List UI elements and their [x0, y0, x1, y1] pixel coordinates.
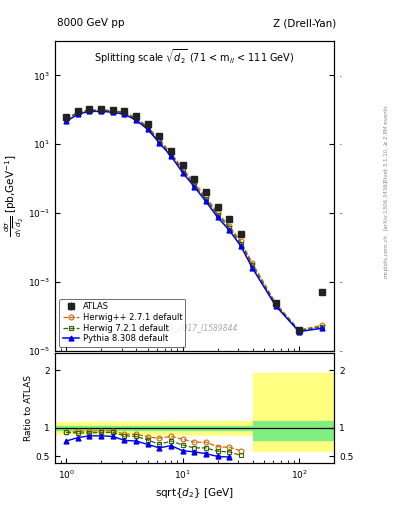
Herwig++ 2.7.1 default — [192, 180, 196, 186]
Pythia 8.308 default — [227, 227, 231, 233]
Herwig 7.2.1 default — [297, 328, 301, 334]
Herwig 7.2.1 default — [227, 224, 231, 230]
Herwig++ 2.7.1 default — [169, 150, 173, 156]
Herwig 7.2.1 default — [180, 167, 185, 174]
Text: Z (Drell-Yan): Z (Drell-Yan) — [273, 18, 336, 28]
Herwig 7.2.1 default — [215, 212, 220, 218]
Text: ATLAS_2017_I1589844: ATLAS_2017_I1589844 — [151, 323, 238, 332]
Herwig++ 2.7.1 default — [122, 109, 127, 115]
Herwig 7.2.1 default — [145, 125, 150, 131]
Herwig 7.2.1 default — [204, 196, 208, 202]
Herwig 7.2.1 default — [110, 108, 115, 114]
Line: Herwig 7.2.1 default: Herwig 7.2.1 default — [64, 108, 325, 333]
Pythia 8.308 default — [99, 109, 104, 115]
Pythia 8.308 default — [157, 140, 162, 146]
Pythia 8.308 default — [239, 243, 243, 249]
Herwig 7.2.1 default — [192, 182, 196, 188]
Line: Pythia 8.308 default: Pythia 8.308 default — [64, 109, 325, 334]
Pythia 8.308 default — [75, 111, 80, 117]
Herwig++ 2.7.1 default — [274, 300, 278, 306]
Y-axis label: $\frac{d\sigma}{d\sqrt{d_2}}$ [pb,GeV$^{-1}$]: $\frac{d\sigma}{d\sqrt{d_2}}$ [pb,GeV$^{… — [3, 155, 26, 237]
Herwig 7.2.1 default — [250, 262, 255, 268]
Herwig 7.2.1 default — [122, 110, 127, 116]
Herwig++ 2.7.1 default — [320, 322, 325, 328]
Pythia 8.308 default — [250, 265, 255, 271]
Pythia 8.308 default — [180, 169, 185, 176]
Herwig++ 2.7.1 default — [239, 238, 243, 244]
Pythia 8.308 default — [145, 126, 150, 133]
Herwig++ 2.7.1 default — [64, 116, 69, 122]
Herwig++ 2.7.1 default — [204, 194, 208, 200]
Herwig 7.2.1 default — [99, 107, 104, 113]
Legend: ATLAS, Herwig++ 2.7.1 default, Herwig 7.2.1 default, Pythia 8.308 default: ATLAS, Herwig++ 2.7.1 default, Herwig 7.… — [59, 299, 185, 347]
Text: [arXiv:1306.3436]: [arXiv:1306.3436] — [383, 180, 388, 230]
Y-axis label: Ratio to ATLAS: Ratio to ATLAS — [24, 375, 33, 441]
Herwig++ 2.7.1 default — [75, 109, 80, 115]
Herwig++ 2.7.1 default — [215, 210, 220, 216]
Herwig++ 2.7.1 default — [157, 136, 162, 142]
Pythia 8.308 default — [110, 109, 115, 115]
Pythia 8.308 default — [297, 329, 301, 335]
Herwig 7.2.1 default — [169, 152, 173, 158]
Herwig++ 2.7.1 default — [297, 327, 301, 333]
Pythia 8.308 default — [192, 184, 196, 190]
Herwig++ 2.7.1 default — [87, 107, 92, 113]
Pythia 8.308 default — [320, 325, 325, 331]
Herwig 7.2.1 default — [320, 324, 325, 330]
Pythia 8.308 default — [87, 109, 92, 115]
Herwig++ 2.7.1 default — [99, 106, 104, 113]
Herwig 7.2.1 default — [274, 302, 278, 308]
Herwig 7.2.1 default — [134, 116, 138, 122]
Herwig 7.2.1 default — [75, 110, 80, 116]
Text: mcplots.cern.ch: mcplots.cern.ch — [383, 234, 388, 278]
Text: Rivet 3.1.10, ≥ 2.8M events: Rivet 3.1.10, ≥ 2.8M events — [383, 105, 388, 182]
Pythia 8.308 default — [122, 111, 127, 117]
Herwig++ 2.7.1 default — [145, 124, 150, 130]
Herwig++ 2.7.1 default — [227, 223, 231, 229]
Pythia 8.308 default — [215, 215, 220, 221]
Herwig 7.2.1 default — [87, 108, 92, 114]
Herwig++ 2.7.1 default — [134, 115, 138, 121]
Herwig 7.2.1 default — [157, 138, 162, 144]
Herwig++ 2.7.1 default — [180, 165, 185, 172]
Pythia 8.308 default — [274, 303, 278, 309]
Text: Splitting scale $\sqrt{d_2}$ (71 < m$_{ll}$ < 111 GeV): Splitting scale $\sqrt{d_2}$ (71 < m$_{l… — [94, 47, 295, 66]
Pythia 8.308 default — [64, 118, 69, 124]
Herwig 7.2.1 default — [64, 116, 69, 122]
Text: 8000 GeV pp: 8000 GeV pp — [57, 18, 125, 28]
Pythia 8.308 default — [169, 153, 173, 159]
Line: Herwig++ 2.7.1 default: Herwig++ 2.7.1 default — [64, 108, 325, 332]
Herwig++ 2.7.1 default — [110, 108, 115, 114]
Herwig 7.2.1 default — [239, 241, 243, 247]
X-axis label: sqrt{$d_2$} [GeV]: sqrt{$d_2$} [GeV] — [155, 486, 234, 500]
Pythia 8.308 default — [134, 117, 138, 123]
Herwig++ 2.7.1 default — [250, 260, 255, 266]
Pythia 8.308 default — [204, 198, 208, 204]
